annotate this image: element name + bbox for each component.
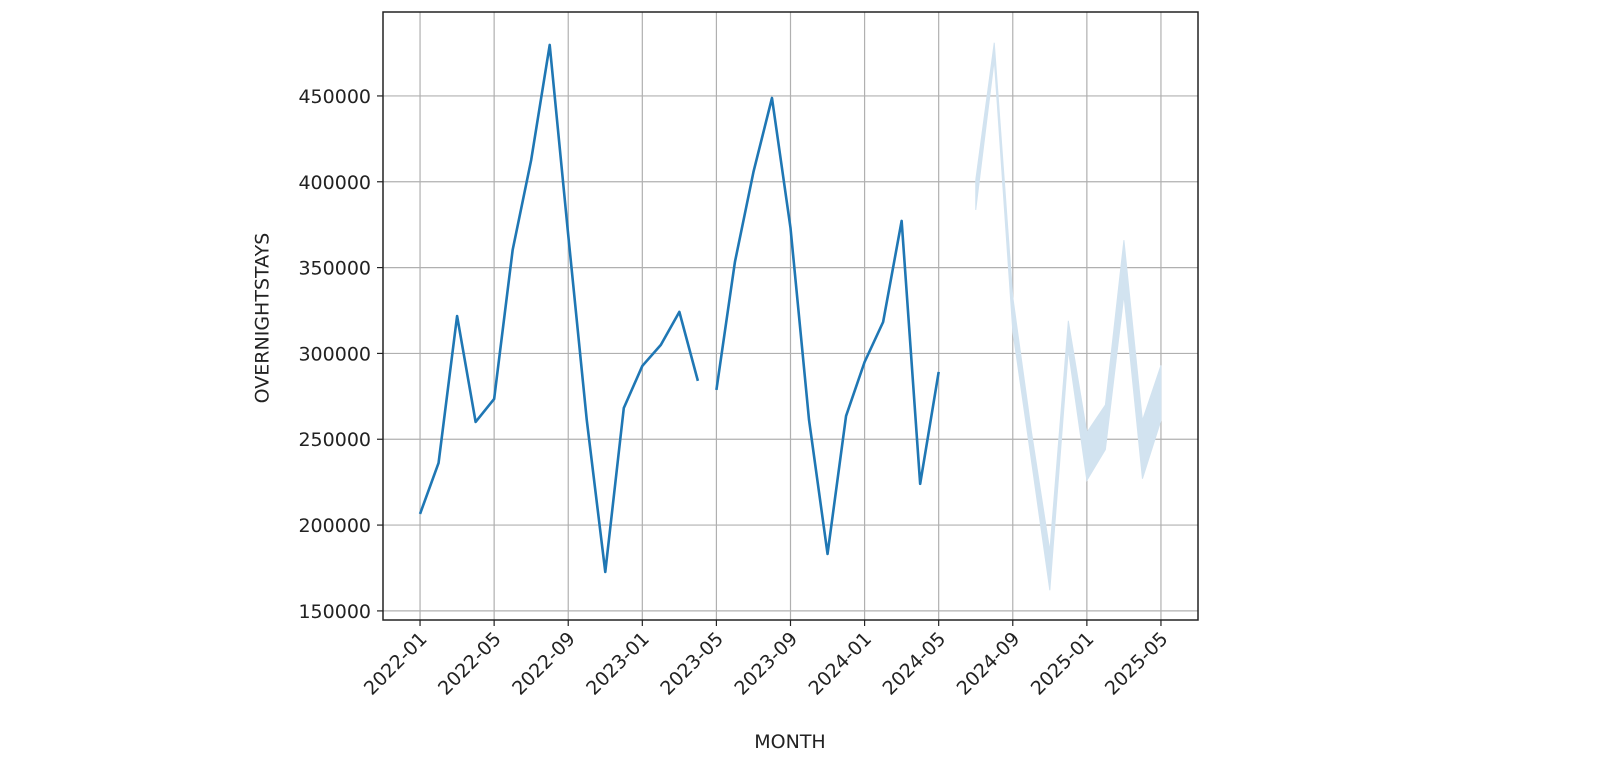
y-tick-label: 250000 bbox=[298, 429, 371, 451]
y-tick-label: 350000 bbox=[298, 258, 371, 280]
y-tick-label: 200000 bbox=[298, 515, 371, 537]
plot-frame bbox=[382, 11, 1199, 621]
y-axis-label: OVERNIGHTSTAYS bbox=[252, 233, 274, 404]
x-axis-label: MONTH bbox=[754, 731, 825, 753]
y-tick-label: 400000 bbox=[298, 172, 371, 194]
y-tick-label: 450000 bbox=[298, 86, 371, 108]
line bbox=[418, 43, 700, 574]
line bbox=[715, 96, 940, 556]
forecast-band bbox=[975, 42, 1162, 591]
y-tick-label: 150000 bbox=[298, 601, 371, 623]
y-tick-label: 300000 bbox=[298, 343, 371, 365]
